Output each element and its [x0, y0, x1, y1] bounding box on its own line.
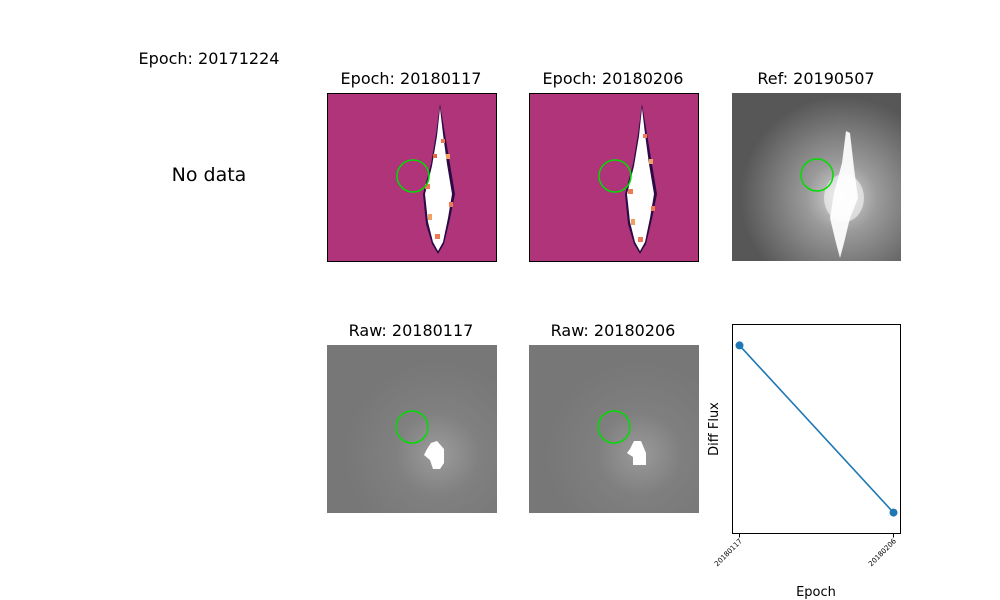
data-point-20180206	[889, 508, 898, 517]
data-point-20180117	[735, 341, 744, 350]
diff-image-2	[529, 93, 699, 262]
raw-panel-title-2: Raw: 20180206	[550, 321, 676, 340]
y-axis-label: Diff Flux	[707, 402, 722, 456]
diff-panel-title-2: Epoch: 20180206	[542, 69, 684, 88]
raw-panel-title-1: Raw: 20180117	[348, 321, 474, 340]
ref-panel-title: Ref: 20190507	[757, 69, 875, 88]
raw-image-1	[327, 345, 497, 513]
reference-image	[732, 93, 901, 261]
empty-epoch-title: Epoch: 20171224	[138, 49, 280, 68]
series-line-0	[738, 344, 895, 514]
plot-frame	[732, 324, 901, 534]
diff-image-1	[327, 93, 497, 262]
x-axis-label: Epoch	[796, 585, 836, 600]
x-tick-label-20180206: 20180206	[867, 537, 898, 568]
no-data-message: No data	[171, 164, 247, 186]
x-tick-label-20180117: 20180117	[713, 537, 744, 568]
diff-panel-title-1: Epoch: 20180117	[340, 69, 482, 88]
raw-image-2	[529, 345, 699, 513]
